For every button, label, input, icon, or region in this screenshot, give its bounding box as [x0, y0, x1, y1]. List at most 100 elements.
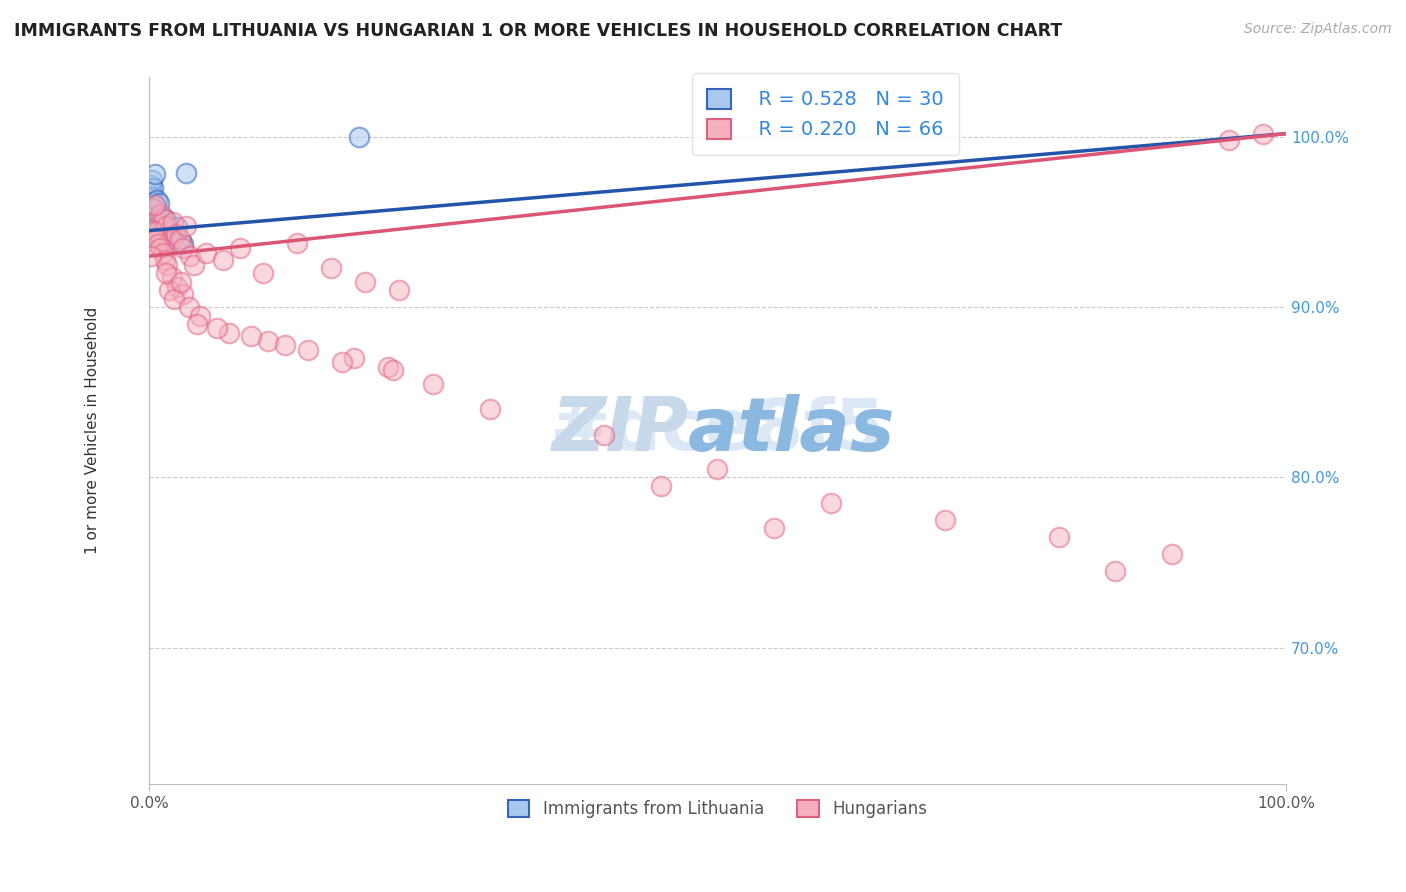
Point	[240, 329, 263, 343]
Point	[156, 258, 179, 272]
Text: atlas: atlas	[688, 394, 896, 467]
Point	[146, 217, 169, 231]
Point	[183, 258, 205, 272]
Point	[319, 261, 342, 276]
Point	[592, 427, 614, 442]
Point	[155, 219, 177, 233]
Point	[1251, 127, 1274, 141]
Point	[141, 185, 163, 199]
Point	[146, 224, 169, 238]
Point	[211, 252, 233, 267]
Point	[934, 513, 956, 527]
Point	[150, 222, 173, 236]
Point	[143, 198, 166, 212]
Point	[157, 235, 180, 250]
Point	[377, 359, 399, 374]
Point	[650, 479, 672, 493]
Point	[1047, 530, 1070, 544]
Point	[142, 181, 165, 195]
Point	[1218, 133, 1240, 147]
Point	[160, 228, 183, 243]
Point	[146, 237, 169, 252]
Point	[763, 521, 786, 535]
Point	[257, 334, 280, 349]
Point	[155, 266, 177, 280]
Point	[163, 292, 186, 306]
Point	[479, 402, 502, 417]
Point	[188, 309, 211, 323]
Point	[388, 283, 411, 297]
Point	[145, 232, 167, 246]
Point	[162, 215, 184, 229]
Point	[229, 241, 252, 255]
Point	[143, 198, 166, 212]
Point	[153, 252, 176, 267]
Point	[157, 225, 180, 239]
Point	[145, 206, 167, 220]
Point	[170, 234, 193, 248]
Point	[143, 202, 166, 216]
Point	[152, 210, 174, 224]
Point	[139, 178, 162, 192]
Point	[179, 249, 201, 263]
Point	[1104, 564, 1126, 578]
Point	[145, 211, 167, 226]
Point	[820, 496, 842, 510]
Point	[169, 232, 191, 246]
Point	[148, 228, 170, 243]
Point	[148, 208, 170, 222]
Point	[194, 245, 217, 260]
Point	[146, 203, 169, 218]
Point	[274, 337, 297, 351]
Point	[152, 245, 174, 260]
Text: IMMIGRANTS FROM LITHUANIA VS HUNGARIAN 1 OR MORE VEHICLES IN HOUSEHOLD CORRELATI: IMMIGRANTS FROM LITHUANIA VS HUNGARIAN 1…	[14, 22, 1063, 40]
Y-axis label: 1 or more Vehicles in Household: 1 or more Vehicles in Household	[86, 307, 100, 554]
Point	[1161, 547, 1184, 561]
Point	[163, 232, 186, 246]
Point	[172, 286, 194, 301]
Text: #dce8f5: #dce8f5	[550, 396, 886, 465]
Point	[141, 172, 163, 186]
Point	[149, 215, 172, 229]
Point	[152, 219, 174, 233]
Point	[143, 168, 166, 182]
Point	[349, 130, 371, 145]
Point	[159, 232, 181, 246]
Point	[166, 220, 188, 235]
Point	[142, 224, 165, 238]
Point	[177, 300, 200, 314]
Point	[176, 166, 198, 180]
Point	[176, 219, 198, 233]
Point	[252, 266, 274, 280]
Point	[148, 196, 170, 211]
Point	[172, 241, 194, 255]
Point	[155, 213, 177, 227]
Point	[422, 376, 444, 391]
Point	[157, 283, 180, 297]
Point	[186, 317, 208, 331]
Point	[141, 189, 163, 203]
Point	[330, 354, 353, 368]
Point	[165, 227, 187, 241]
Point	[342, 351, 364, 366]
Point	[152, 211, 174, 226]
Point	[141, 227, 163, 241]
Point	[170, 275, 193, 289]
Point	[166, 279, 188, 293]
Point	[160, 269, 183, 284]
Point	[205, 320, 228, 334]
Point	[297, 343, 319, 357]
Legend: Immigrants from Lithuania, Hungarians: Immigrants from Lithuania, Hungarians	[501, 793, 934, 825]
Point	[146, 193, 169, 207]
Point	[142, 194, 165, 209]
Point	[143, 215, 166, 229]
Point	[382, 363, 405, 377]
Point	[150, 206, 173, 220]
Point	[285, 235, 308, 250]
Text: Source: ZipAtlas.com: Source: ZipAtlas.com	[1244, 22, 1392, 37]
Point	[706, 462, 728, 476]
Point	[218, 326, 240, 340]
Point	[141, 249, 163, 263]
Point	[172, 237, 194, 252]
Point	[149, 241, 172, 255]
